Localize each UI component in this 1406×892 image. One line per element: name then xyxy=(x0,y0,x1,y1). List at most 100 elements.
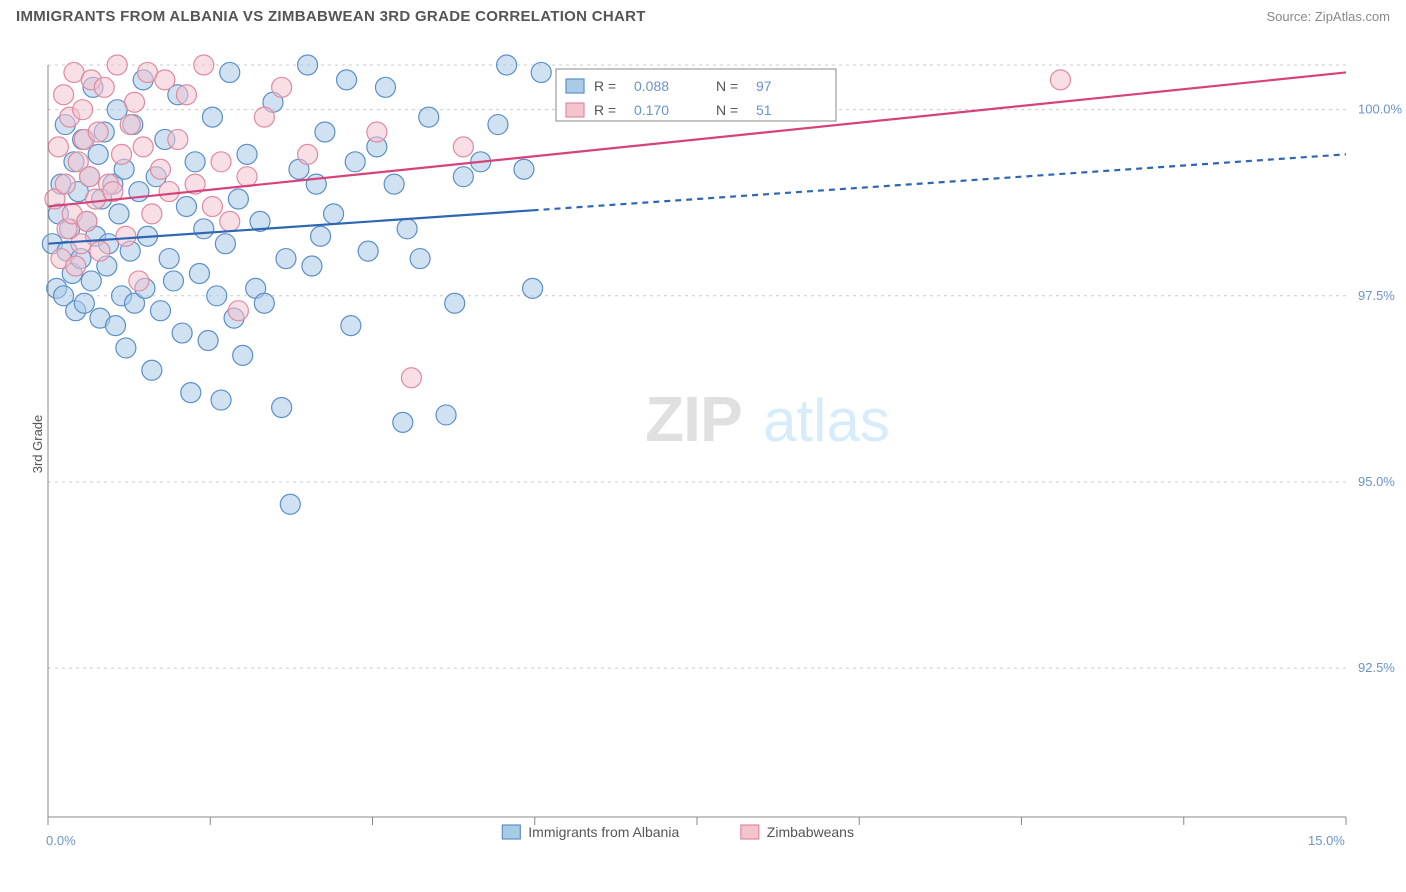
data-point xyxy=(215,234,235,254)
data-point xyxy=(150,301,170,321)
source-label: Source: ZipAtlas.com xyxy=(1266,9,1390,24)
y-tick-label: 100.0% xyxy=(1358,102,1403,117)
data-point xyxy=(112,144,132,164)
data-point xyxy=(90,241,110,261)
chart-container: 3rd Grade 92.5%95.0%97.5%100.0%ZIPatlas0… xyxy=(0,29,1406,859)
watermark-zip: ZIP xyxy=(645,383,742,455)
data-point xyxy=(341,316,361,336)
data-point xyxy=(324,204,344,224)
data-point xyxy=(345,152,365,172)
data-point xyxy=(189,263,209,283)
data-point xyxy=(150,159,170,179)
data-point xyxy=(523,278,543,298)
legend-swatch xyxy=(741,825,759,839)
data-point xyxy=(54,85,74,105)
data-point xyxy=(194,55,214,75)
legend-n-value: 97 xyxy=(756,78,772,94)
data-point xyxy=(207,286,227,306)
data-point xyxy=(237,144,257,164)
y-tick-label: 92.5% xyxy=(1358,660,1395,675)
legend-r-label: R = xyxy=(594,102,616,118)
legend-n-label: N = xyxy=(716,102,738,118)
data-point xyxy=(48,137,68,157)
data-point xyxy=(302,256,322,276)
legend-r-value: 0.170 xyxy=(634,102,669,118)
data-point xyxy=(445,293,465,313)
data-point xyxy=(228,189,248,209)
legend-series-label: Immigrants from Albania xyxy=(528,824,679,840)
watermark-atlas: atlas xyxy=(763,387,890,454)
data-point xyxy=(211,390,231,410)
data-point xyxy=(233,345,253,365)
data-point xyxy=(337,70,357,90)
data-point xyxy=(172,323,192,343)
data-point xyxy=(155,70,175,90)
data-point xyxy=(80,167,100,187)
legend-n-value: 51 xyxy=(756,102,772,118)
data-point xyxy=(384,174,404,194)
data-point xyxy=(367,122,387,142)
data-point xyxy=(514,159,534,179)
data-point xyxy=(453,167,473,187)
data-point xyxy=(142,204,162,224)
data-point xyxy=(298,144,318,164)
legend-n-label: N = xyxy=(716,78,738,94)
x-tick-label: 0.0% xyxy=(46,833,76,848)
data-point xyxy=(71,234,91,254)
data-point xyxy=(116,226,136,246)
data-point xyxy=(272,77,292,97)
data-point xyxy=(298,55,318,75)
data-point xyxy=(94,77,114,97)
legend-swatch xyxy=(566,79,584,93)
y-tick-label: 95.0% xyxy=(1358,474,1395,489)
legend-swatch xyxy=(502,825,520,839)
data-point xyxy=(453,137,473,157)
data-point xyxy=(280,494,300,514)
data-point xyxy=(181,383,201,403)
data-point xyxy=(133,137,153,157)
data-point xyxy=(497,55,517,75)
data-point xyxy=(159,182,179,202)
data-point xyxy=(88,122,108,142)
data-point xyxy=(237,167,257,187)
data-point xyxy=(194,219,214,239)
data-point xyxy=(410,249,430,269)
data-point xyxy=(358,241,378,261)
data-point xyxy=(116,338,136,358)
data-point xyxy=(375,77,395,97)
data-point xyxy=(198,330,218,350)
x-tick-label: 15.0% xyxy=(1308,833,1345,848)
data-point xyxy=(228,301,248,321)
data-point xyxy=(73,100,93,120)
header: IMMIGRANTS FROM ALBANIA VS ZIMBABWEAN 3R… xyxy=(0,0,1406,29)
data-point xyxy=(254,293,274,313)
data-point xyxy=(531,62,551,82)
data-point xyxy=(202,107,222,127)
legend-r-value: 0.088 xyxy=(634,78,669,94)
data-point xyxy=(397,219,417,239)
y-axis-label: 3rd Grade xyxy=(30,415,45,474)
data-point xyxy=(393,412,413,432)
data-point xyxy=(107,55,127,75)
data-point xyxy=(254,107,274,127)
data-point xyxy=(81,271,101,291)
data-point xyxy=(109,204,129,224)
data-point xyxy=(202,196,222,216)
data-point xyxy=(142,360,162,380)
data-point xyxy=(176,196,196,216)
data-point xyxy=(276,249,296,269)
data-point xyxy=(77,211,97,231)
data-point xyxy=(55,174,75,194)
data-point xyxy=(125,92,145,112)
data-point xyxy=(159,249,179,269)
data-point xyxy=(163,271,183,291)
data-point xyxy=(66,256,86,276)
data-point xyxy=(120,115,140,135)
data-point xyxy=(488,115,508,135)
data-point xyxy=(211,152,231,172)
data-point xyxy=(436,405,456,425)
data-point xyxy=(220,211,240,231)
data-point xyxy=(315,122,335,142)
trend-line-dashed xyxy=(533,154,1346,210)
data-point xyxy=(176,85,196,105)
